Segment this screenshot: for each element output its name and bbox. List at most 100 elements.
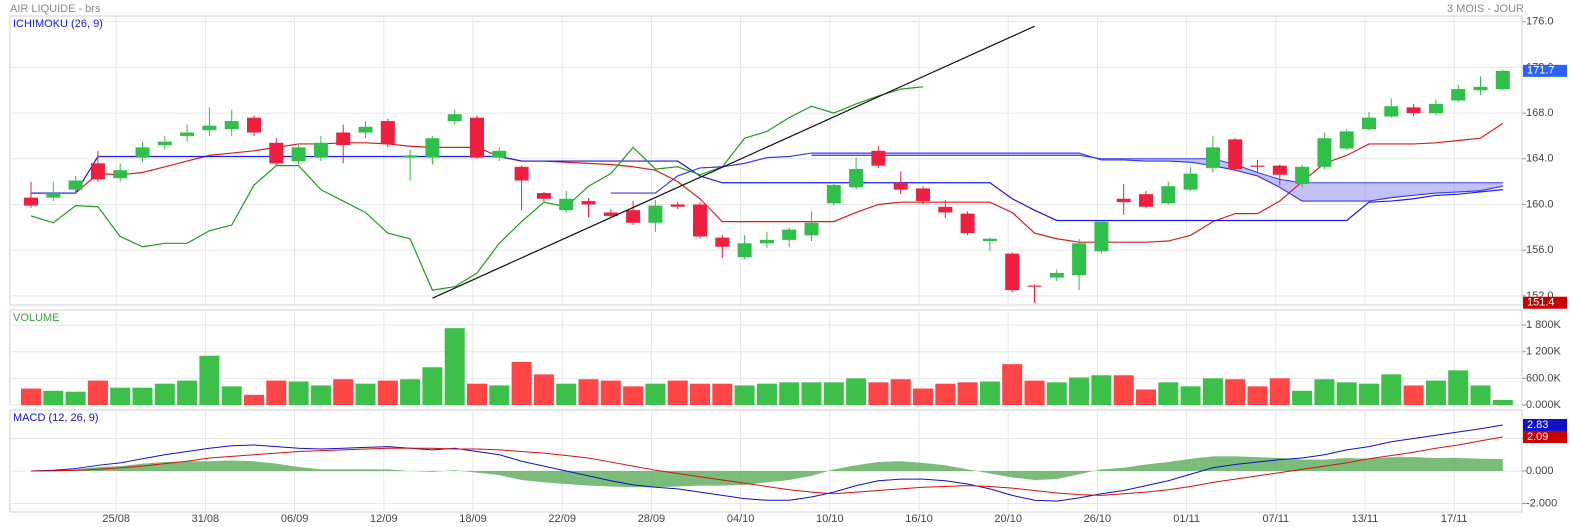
candle-body [1272,165,1287,175]
ichimoku-line [610,152,1503,202]
x-tick-label: 01/11 [1173,513,1200,525]
x-tick-label: 25/08 [102,513,130,525]
last-value-label: 171.7 [1527,65,1555,77]
volume-bar [846,378,867,405]
volume-bar [533,374,554,405]
macd-histogram [31,456,1503,488]
volume-bar [734,385,755,405]
last-value-box [1523,296,1567,309]
volume-bar [355,383,376,405]
volume-bar [556,383,577,405]
candle-body [916,188,930,202]
candle-body [1362,117,1376,130]
y-tick-label: -2.000 [1526,497,1557,509]
stock-title: AIR LIQUIDE - brs [10,3,101,15]
candle-body [247,117,261,133]
candle-body [1295,166,1310,184]
x-tick-label: 16/10 [905,513,933,525]
candle-body [1183,173,1198,190]
y-tick-label: 164.0 [1526,153,1554,165]
panel-frame [9,409,1523,513]
last-value-label: 151.4 [1527,297,1555,309]
x-tick-label: 26/10 [1084,513,1112,525]
volume-bar [1269,378,1290,405]
y-tick-label: 156.0 [1526,244,1554,256]
x-tick-label: 31/08 [192,513,220,525]
candle-body [1384,106,1399,117]
volume-bar [1314,379,1335,405]
candle-body [1451,89,1466,101]
volume-bar [1225,379,1246,405]
candle-body [425,138,440,158]
candle-body [90,163,105,180]
volume-bar [1180,386,1201,405]
panel-title: VOLUME [13,312,59,324]
candle-body [224,121,239,130]
trendline [432,25,1035,299]
volume-bar [979,381,1000,405]
last-value-label: 2.83 [1527,419,1548,431]
candle-body [291,147,306,162]
volume-bar [1136,389,1156,405]
candle-body [358,126,373,133]
volume-bar [154,383,175,405]
ichimoku-line [811,154,1503,184]
volume-bar [756,383,777,405]
x-tick-label: 20/10 [994,513,1022,525]
last-value-box [1523,431,1567,444]
candle-body [1005,253,1020,291]
y-tick-label: 0.000 [1526,465,1554,477]
volume-bar [1113,375,1134,405]
volume-bar [333,379,354,405]
candle-body [1428,103,1443,114]
candle-body [1161,186,1176,204]
volume-bar [1359,383,1379,405]
candle-body [759,239,774,244]
volume-bar [422,367,443,405]
ichimoku-cloud [811,153,1503,202]
volume-bar [801,382,822,405]
candle-body [1339,131,1354,149]
volume-bar [132,387,153,405]
x-tick-label: 17/11 [1441,513,1468,525]
volume-bar [1046,382,1067,405]
candle-body [380,121,395,144]
volume-bar [310,385,331,405]
candle-body [492,150,507,158]
volume-bar [87,380,108,405]
candle-body [313,142,328,158]
candle-body [1317,138,1332,167]
y-tick-label: 176.0 [1526,16,1554,28]
candle-body [202,125,217,131]
candle-body [1473,86,1488,91]
volume-bar [1292,390,1313,405]
x-tick-label: 07/11 [1262,513,1289,525]
volume-bar [400,379,421,405]
candle-body [559,198,574,211]
y-tick-label: 168.0 [1526,107,1554,119]
candle-body [1094,221,1109,252]
volume-bar [1091,375,1112,405]
volume-bar [467,383,487,405]
volume-bar [377,380,398,405]
candle-body [46,193,61,198]
candle-body [1228,139,1243,170]
volume-bar [1425,380,1446,405]
volume-bar [779,382,800,405]
candle-body [693,204,707,237]
volume-bar [957,382,978,405]
y-tick-label: 1 800K [1526,319,1562,331]
candle-body [893,182,908,190]
candle-body [24,197,38,206]
candle-body [782,229,797,240]
panel-title: MACD (12, 26, 9) [13,412,99,424]
x-tick-label: 28/09 [638,513,666,525]
volume-bar [690,383,710,405]
x-tick-label: 06/09 [281,513,309,525]
candle-body [180,132,195,136]
volume-bar [444,328,465,405]
candle-body [1250,165,1265,167]
candle-body [804,222,819,236]
last-value-box [1523,418,1567,431]
